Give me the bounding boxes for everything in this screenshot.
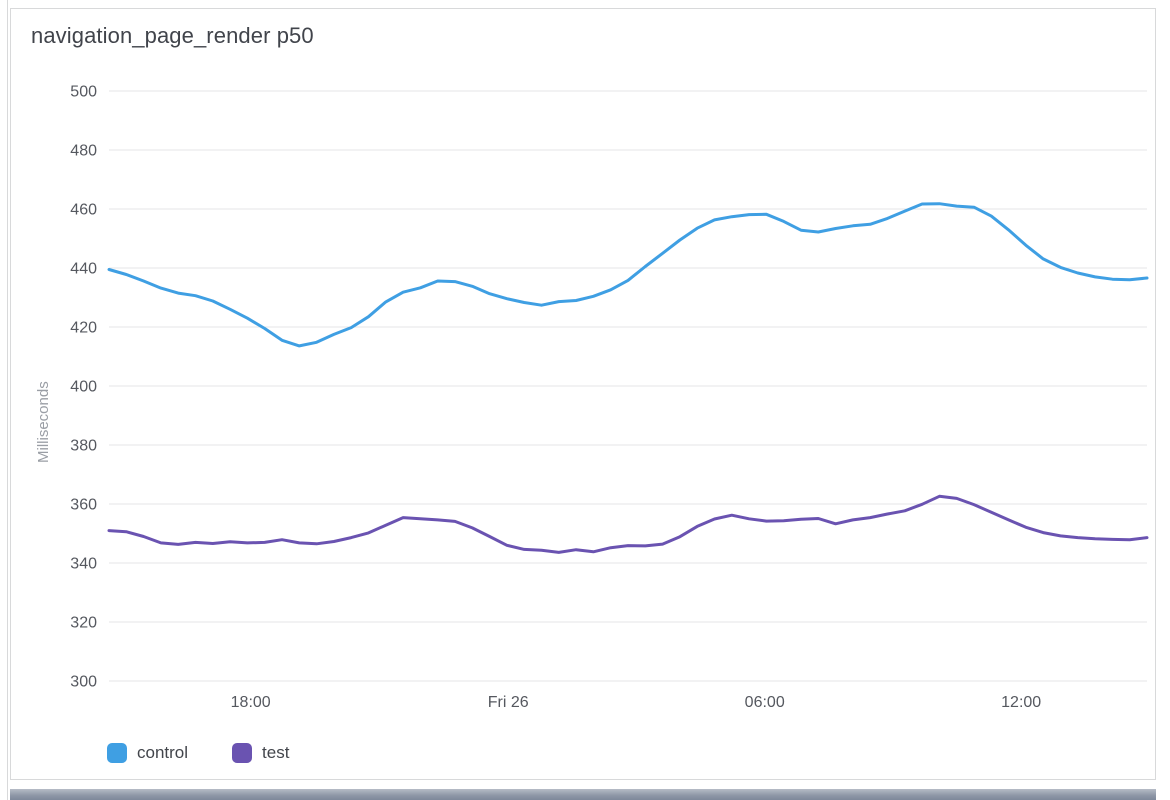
x-tick-label: 12:00 <box>1001 694 1041 711</box>
page-edge-divider <box>7 0 8 800</box>
y-tick-label: 500 <box>70 84 97 101</box>
y-tick-label: 420 <box>70 320 97 337</box>
legend-label: control <box>137 743 189 762</box>
series-line-test <box>107 494 1149 554</box>
series-line-control <box>107 202 1149 348</box>
panel-title[interactable]: navigation_page_render p50 <box>31 23 314 48</box>
x-tick-label: Fri 26 <box>488 694 529 711</box>
x-tick-label: 18:00 <box>231 694 271 711</box>
bottom-panel-edge <box>10 789 1156 800</box>
y-tick-label: 340 <box>70 556 97 573</box>
legend-item-control[interactable]: control <box>107 743 188 763</box>
legend-item-test[interactable]: test <box>232 743 289 763</box>
y-tick-label: 380 <box>70 438 97 455</box>
legend-swatch-control <box>107 743 127 763</box>
y-tick-label: 300 <box>70 674 97 691</box>
chart-area: Milliseconds 300 320 340 360 380 400 420 440 460… <box>11 63 1155 711</box>
y-tick-label: 460 <box>70 202 97 219</box>
legend: control test <box>107 743 289 763</box>
y-tick-label: 440 <box>70 261 97 278</box>
y-tick-label: 320 <box>70 615 97 632</box>
legend-label: test <box>262 743 290 762</box>
y-tick-label: 360 <box>70 497 97 514</box>
x-tick-label: 06:00 <box>745 694 785 711</box>
y-axis-title: Milliseconds <box>35 381 52 463</box>
y-tick-label: 480 <box>70 143 97 160</box>
panel: navigation_page_render p50 Milliseconds … <box>10 8 1156 780</box>
panel-header: navigation_page_render p50 <box>11 9 1155 63</box>
y-tick-label: 400 <box>70 379 97 396</box>
chart-svg[interactable]: 300 320 340 360 380 400 420 440 460 480 500 18:00 Fr… <box>11 63 1155 711</box>
legend-swatch-test <box>232 743 253 763</box>
